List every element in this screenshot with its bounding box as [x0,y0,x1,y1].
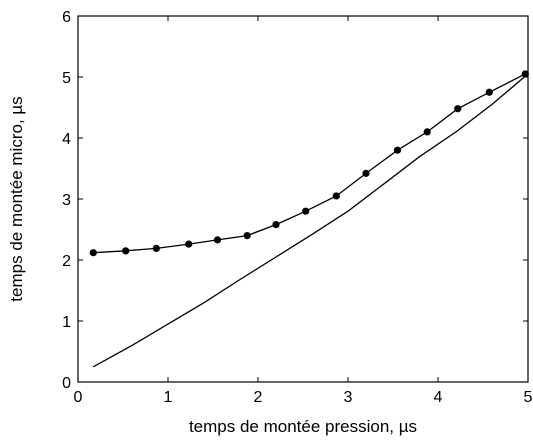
series-group [89,70,529,368]
data-point [332,192,340,200]
data-point [213,236,222,244]
data-point [185,240,193,248]
data-point [152,244,160,253]
data-point [393,146,402,154]
x-tick-label: 4 [434,389,443,406]
data-point [89,249,97,257]
y-tick-label: 0 [62,375,71,392]
data-point [122,247,130,255]
y-tick-label: 4 [62,131,71,148]
data-point [302,207,310,215]
axis-ticks: 0 1 2 3 4 5 0 1 2 3 4 5 6 [62,9,532,406]
data-point [454,105,462,113]
data-point [362,169,370,177]
y-tick-label: 5 [62,70,71,87]
data-point [423,128,431,136]
series-line-1 [93,73,526,254]
y-tick-label: 2 [62,253,71,270]
y-tick-label: 3 [62,192,71,209]
data-point [243,232,251,240]
y-tick-label: 6 [62,9,71,26]
x-tick-label: 1 [164,389,173,406]
y-axis-title: temps de montée micro, µs [7,96,26,301]
x-tick-label: 2 [254,389,263,406]
x-tick-label: 0 [74,389,83,406]
series-line-2 [92,73,529,368]
data-point [521,70,529,78]
x-tick-label: 5 [524,389,533,406]
data-point [272,221,280,229]
x-tick-label: 3 [344,389,353,406]
x-axis-title: temps de montée pression, µs [189,417,417,436]
y-tick-label: 1 [62,314,71,331]
plot-frame [77,15,529,383]
data-point [485,88,493,96]
